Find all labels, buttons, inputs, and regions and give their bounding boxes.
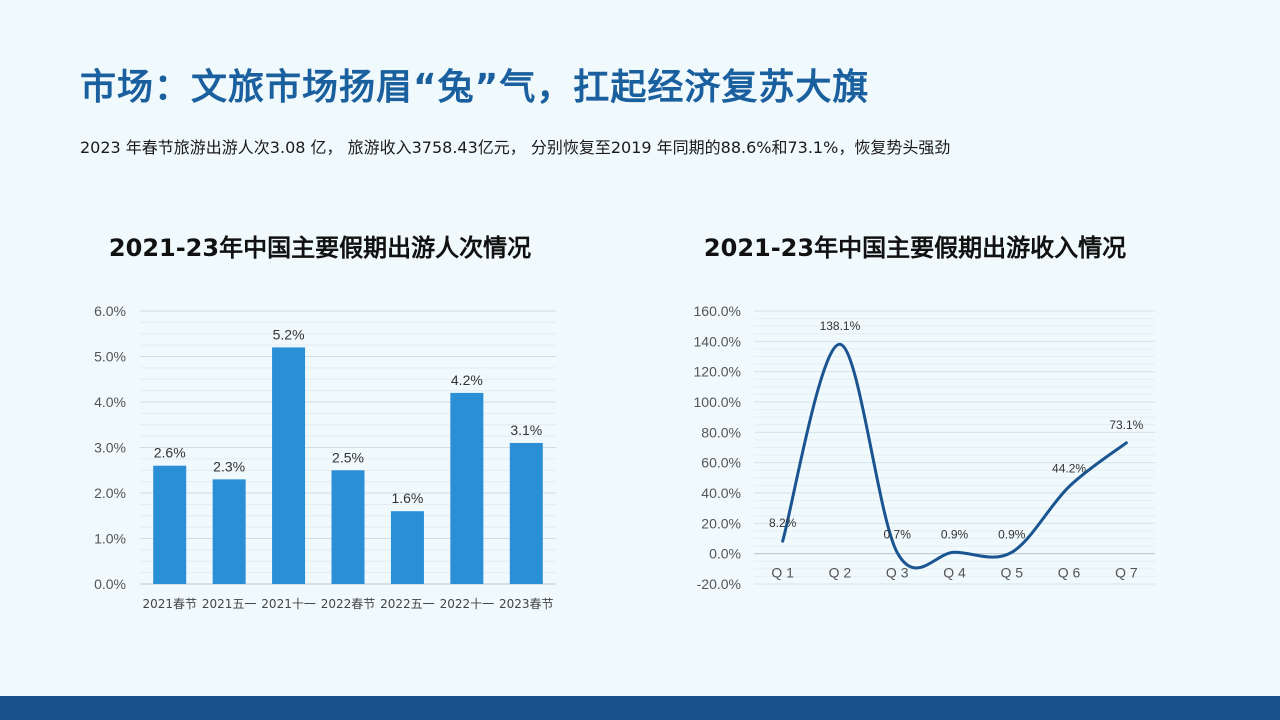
y-tick-label: 1.0%	[94, 531, 126, 547]
data-label: 2.3%	[213, 458, 245, 474]
x-category-label: Q 1	[771, 565, 794, 581]
x-category-label: 2021春节	[142, 597, 197, 611]
y-tick-label: 140.0%	[694, 333, 741, 349]
bar-chart-title: 2021-23年中国主要假期出游人次情况	[108, 234, 532, 262]
y-tick-label: 0.0%	[709, 546, 741, 562]
x-category-label: Q 4	[943, 565, 966, 581]
y-tick-label: 40.0%	[701, 485, 741, 501]
y-tick-label: 4.0%	[94, 394, 126, 410]
x-category-label: 2021五一	[202, 597, 257, 611]
x-category-label: Q 2	[829, 565, 852, 581]
x-category-label: 2022五一	[380, 597, 435, 611]
y-tick-label: -20.0%	[697, 576, 741, 592]
x-category-label: Q 6	[1058, 565, 1081, 581]
y-tick-label: 3.0%	[94, 440, 126, 456]
x-category-label: Q 5	[1000, 565, 1023, 581]
data-label: 0.9%	[941, 527, 969, 541]
data-label: 44.2%	[1052, 462, 1086, 476]
y-tick-label: 60.0%	[701, 455, 741, 471]
page-title: 市场：文旅市场扬眉“兔”气，扛起经济复苏大旗	[80, 67, 870, 108]
data-label: 4.2%	[451, 372, 483, 388]
data-label: 1.6%	[391, 490, 423, 506]
y-tick-label: 20.0%	[701, 515, 741, 531]
bar	[390, 511, 424, 584]
y-tick-label: 120.0%	[694, 364, 741, 380]
bar-chart: 0.0% 1.0% 2.0% 3.0% 4.0% 5.0% 6.0% 2.6% 2021春节 2.…	[94, 303, 556, 611]
bar	[450, 392, 484, 584]
data-label: 73.1%	[1109, 418, 1143, 432]
y-tick-label: 6.0%	[94, 303, 126, 319]
bar	[509, 442, 543, 584]
bar	[272, 347, 306, 584]
bar	[331, 470, 365, 584]
y-tick-label: 2.0%	[94, 485, 126, 501]
data-label: 0.7%	[884, 528, 912, 542]
y-tick-label: 100.0%	[694, 394, 741, 410]
x-category-label: Q 3	[886, 565, 909, 581]
bar	[212, 479, 246, 584]
y-tick-label: 5.0%	[94, 349, 126, 365]
page-subtitle: 2023 年春节旅游出游人次3.08 亿， 旅游收入3758.43亿元， 分别恢…	[80, 138, 951, 157]
x-category-label: 2023春节	[499, 597, 554, 611]
footer-bar	[0, 696, 1280, 720]
data-label: 8.2%	[769, 516, 797, 530]
bar	[153, 465, 187, 584]
data-label: 2.5%	[332, 449, 364, 465]
y-tick-label: 0.0%	[94, 576, 126, 592]
data-label: 5.2%	[273, 326, 305, 342]
line-chart: -20.0% 0.0% 20.0% 40.0% 60.0% 80.0% 100.0% 120.…	[694, 303, 1155, 592]
x-category-label: Q 7	[1115, 565, 1138, 581]
data-label: 138.1%	[820, 319, 861, 333]
line-chart-title: 2021-23年中国主要假期出游收入情况	[703, 234, 1127, 262]
y-tick-label: 80.0%	[701, 424, 741, 440]
y-tick-label: 160.0%	[694, 303, 741, 319]
data-label: 2.6%	[154, 445, 186, 461]
data-label: 0.9%	[998, 527, 1026, 541]
data-label: 3.1%	[510, 422, 542, 438]
x-category-label: 2022春节	[321, 597, 376, 611]
series-line	[781, 342, 1128, 570]
x-category-label: 2022十一	[440, 597, 495, 611]
x-category-label: 2021十一	[261, 597, 316, 611]
